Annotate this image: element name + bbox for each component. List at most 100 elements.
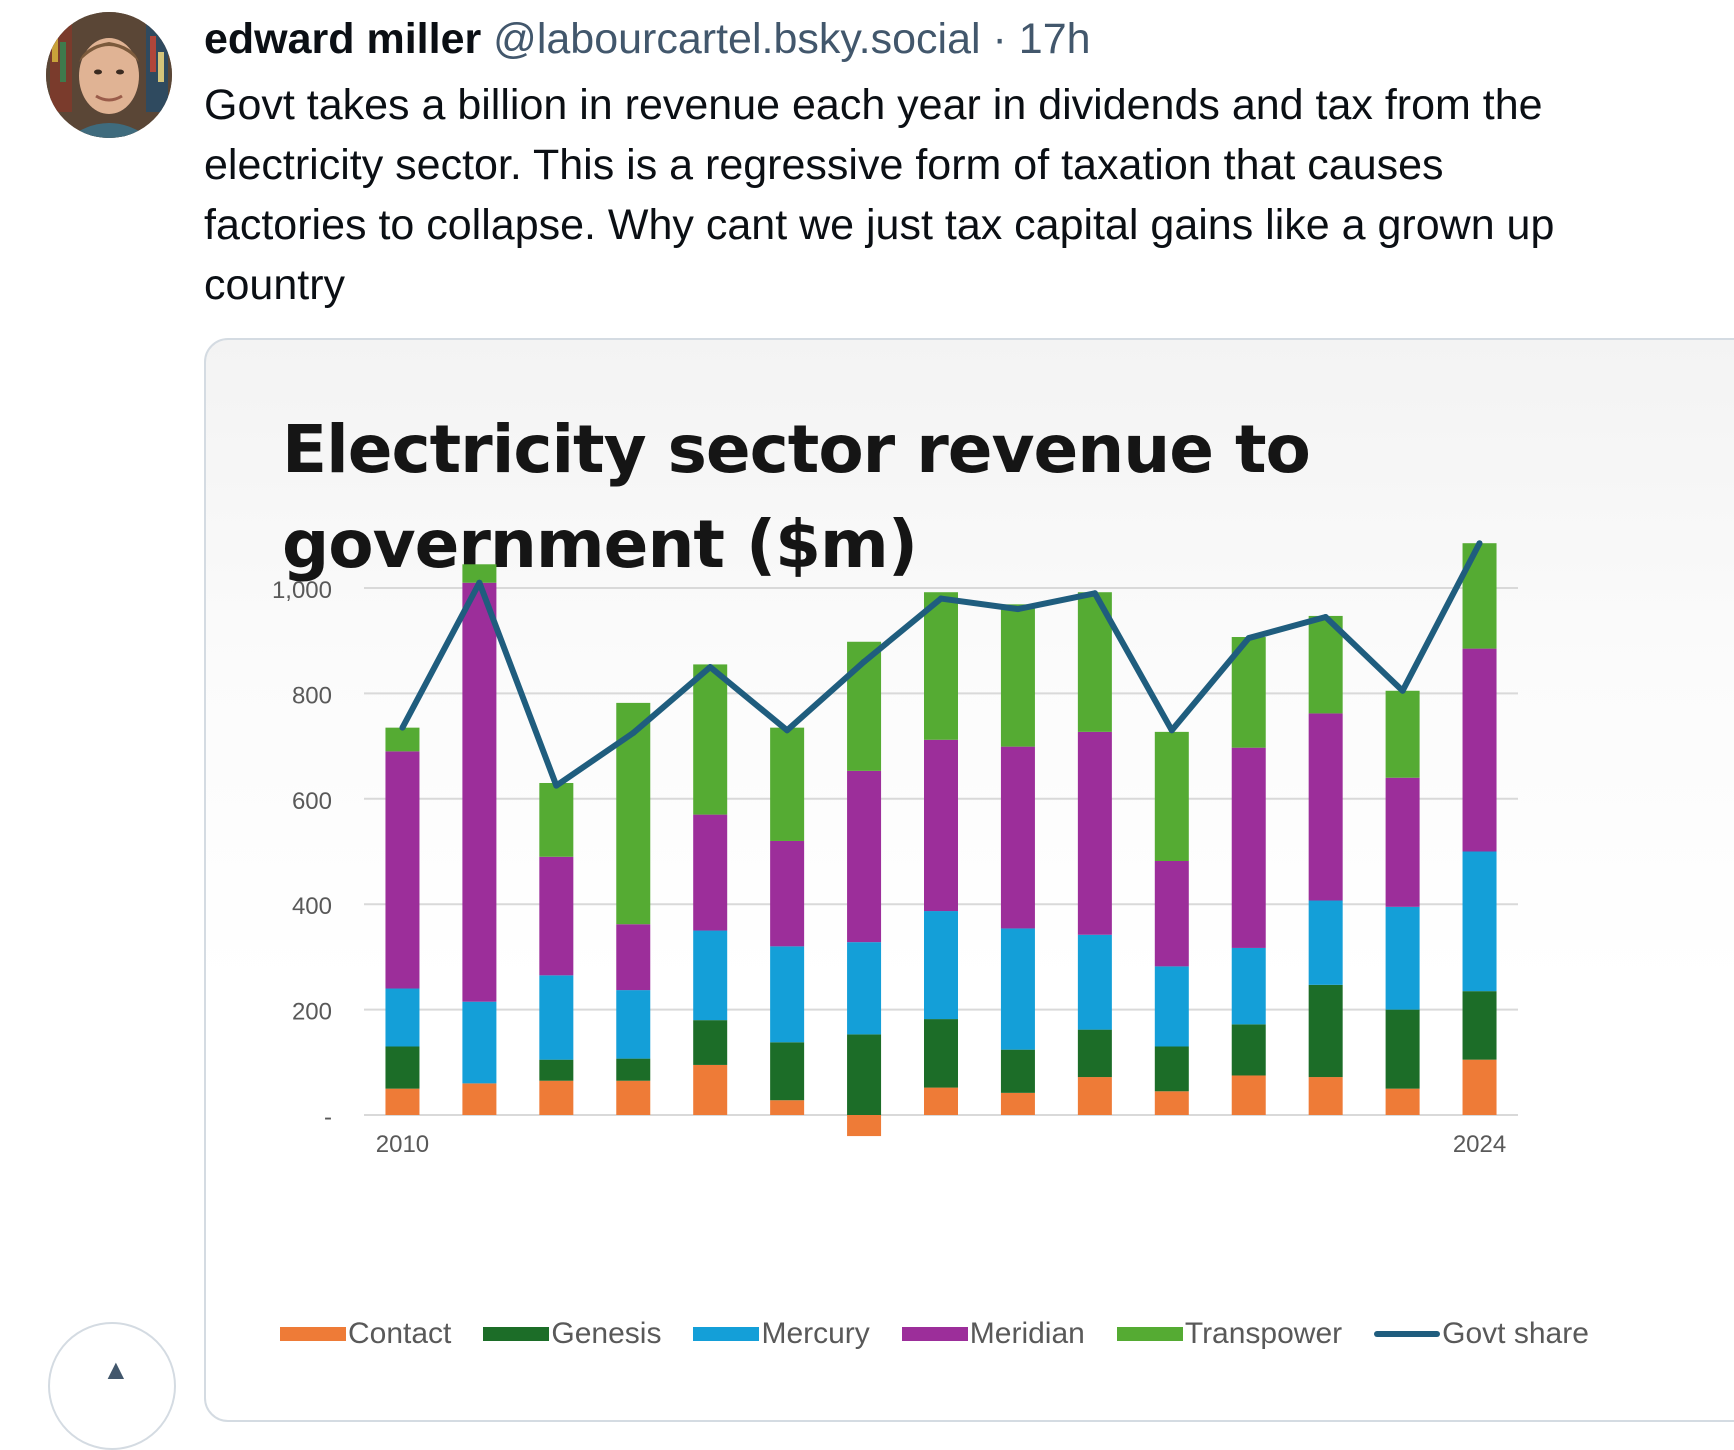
legend-swatch	[1374, 1331, 1441, 1337]
bar-meridian	[385, 751, 420, 989]
bar-genesis	[1154, 1046, 1189, 1092]
bar-meridian	[1000, 746, 1035, 929]
bar-transpower	[770, 727, 805, 841]
bar-meridian	[1154, 860, 1189, 967]
author-name[interactable]: edward miller	[204, 15, 482, 63]
bar-contact	[1231, 1075, 1266, 1115]
x-tick-label: 2024	[1453, 1131, 1506, 1158]
legend-item-govt-share: Govt share	[1374, 1317, 1589, 1351]
legend-label: Contact	[348, 1317, 452, 1350]
chart-plot: - 200 400 600 800 1,000 2010 2024	[272, 540, 1518, 1158]
bar-contact	[1077, 1077, 1112, 1115]
bar-contact	[1308, 1077, 1343, 1115]
bar-meridian	[1308, 713, 1343, 901]
govt-share-point	[1476, 540, 1483, 547]
y-tick-label: -	[324, 1104, 332, 1131]
reply-button[interactable]: ▲	[48, 1322, 176, 1450]
bar-transpower	[462, 564, 497, 583]
legend-swatch	[280, 1327, 346, 1341]
legend-swatch	[693, 1327, 760, 1341]
chart-title-line: government ($m)	[282, 506, 918, 583]
bar-mercury	[462, 1001, 497, 1084]
y-tick-label: 400	[292, 893, 332, 920]
post-text-line: country	[204, 261, 346, 309]
legend-label: Meridian	[969, 1317, 1085, 1350]
bar-contact	[539, 1080, 574, 1115]
bar-mercury	[616, 990, 651, 1059]
govt-share-point	[861, 658, 868, 665]
legend-item-mercury: Mercury	[693, 1317, 870, 1351]
bar-genesis	[1308, 984, 1343, 1078]
bar-meridian	[616, 924, 651, 991]
bar-mercury	[924, 911, 958, 1020]
post-text: Govt takes a billion in revenue each yea…	[204, 75, 1724, 315]
bar-meridian	[924, 739, 958, 912]
bar-meridian	[770, 840, 805, 947]
avatar[interactable]	[46, 12, 172, 138]
post-header: edward miller @labourcartel.bsky.social …	[204, 14, 1091, 64]
govt-share-point	[1091, 590, 1098, 597]
post-image-card[interactable]: Electricity sector revenue to government…	[204, 338, 1734, 1422]
bar-contact	[693, 1064, 728, 1115]
bar-mercury	[539, 975, 574, 1060]
legend-swatch	[483, 1327, 550, 1341]
chart-title-line: Electricity sector revenue to	[282, 411, 1311, 488]
govt-share-point	[1168, 727, 1175, 734]
post-timestamp[interactable]: 17h	[1018, 15, 1091, 63]
govt-share-point	[630, 729, 637, 736]
govt-share-point	[1399, 687, 1406, 694]
bar-meridian	[1231, 747, 1266, 948]
bar-contact	[847, 1115, 882, 1137]
post-text-line: electricity sector. This is a regressive…	[204, 141, 1444, 189]
bar-transpower	[1385, 690, 1420, 778]
author-handle[interactable]: @labourcartel.bsky.social	[493, 15, 981, 63]
legend-label: Mercury	[761, 1317, 870, 1350]
y-tick-label: 600	[292, 788, 332, 815]
bar-transpower	[539, 782, 574, 857]
y-tick-label: 200	[292, 999, 332, 1026]
bar-genesis	[1077, 1029, 1112, 1078]
bar-transpower	[1154, 731, 1189, 861]
bar-contact	[1000, 1092, 1035, 1115]
post-text-line: Govt takes a billion in revenue each yea…	[204, 81, 1543, 129]
bar-contact	[1154, 1091, 1189, 1115]
govt-share-point	[399, 724, 406, 731]
govt-share-point	[1322, 613, 1329, 620]
govt-share-point	[707, 664, 714, 671]
bar-meridian	[1462, 648, 1497, 852]
x-tick-label: 2010	[376, 1131, 429, 1158]
bar-contact	[616, 1080, 651, 1115]
bar-meridian	[1385, 777, 1420, 907]
y-tick-label: 800	[292, 682, 332, 709]
chart-title: Electricity sector revenue to government…	[282, 402, 1382, 592]
bar-genesis	[1462, 991, 1497, 1060]
legend-item-transpower: Transpower	[1116, 1317, 1343, 1351]
legend-label: Transpower	[1184, 1317, 1343, 1350]
bar-genesis	[1231, 1024, 1266, 1076]
bar-contact	[770, 1100, 805, 1115]
header-separator: ·	[992, 15, 1007, 63]
chart-legend: Contact Genesis Mercury Meridian Transpower G…	[280, 1314, 1589, 1354]
bar-meridian	[847, 770, 882, 943]
bar-transpower	[924, 592, 958, 740]
govt-share-point	[938, 595, 944, 602]
bar-transpower	[1462, 543, 1497, 649]
y-tick-label: 1,000	[272, 577, 332, 604]
bar-transpower	[1308, 615, 1343, 714]
bar-contact	[462, 1083, 497, 1115]
bar-genesis	[847, 1034, 882, 1115]
bar-genesis	[1000, 1049, 1035, 1093]
govt-share-point	[1245, 635, 1252, 642]
legend-label: Genesis	[551, 1317, 662, 1350]
govt-share-point	[553, 782, 560, 789]
bar-contact	[1385, 1088, 1420, 1115]
govt-share-point	[476, 579, 483, 586]
bar-mercury	[1308, 900, 1343, 985]
bar-contact	[924, 1087, 958, 1115]
bar-mercury	[1462, 851, 1497, 992]
chevron-up-icon: ▲	[102, 1354, 130, 1385]
bar-mercury	[1385, 906, 1420, 1010]
bar-mercury	[1000, 928, 1035, 1050]
bar-mercury	[1154, 966, 1189, 1047]
bar-meridian	[1077, 731, 1112, 935]
